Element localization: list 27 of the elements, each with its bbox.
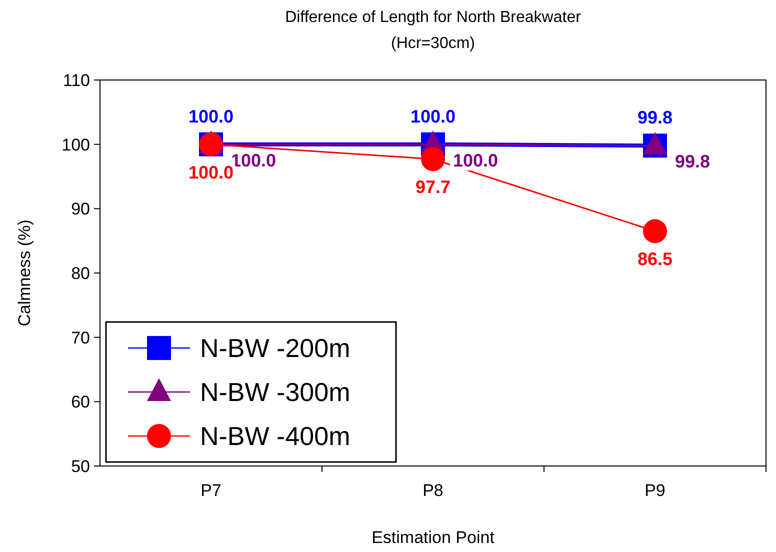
- y-tick-label: 80: [71, 264, 90, 283]
- data-label: 97.7: [415, 177, 451, 198]
- legend-label: N-BW -400m: [200, 421, 350, 451]
- data-label: 86.5: [637, 249, 673, 270]
- legend-label: N-BW -300m: [200, 377, 350, 407]
- data-label: 99.8: [637, 108, 673, 128]
- x-tick-label: P8: [422, 481, 444, 500]
- point: [421, 147, 445, 172]
- y-tick-label: 110: [62, 71, 90, 90]
- data-label: 100.0: [453, 150, 498, 170]
- x-axis-title: Estimation Point: [372, 528, 495, 547]
- data-label: 99.8: [675, 152, 710, 172]
- chart-subtitle: (Hcr=30cm): [390, 35, 476, 52]
- y-axis-title: Calmness (%): [15, 220, 34, 326]
- data-label: 100.0: [188, 106, 234, 126]
- x-tick-label: P7: [200, 481, 222, 500]
- point: [643, 219, 667, 244]
- y-tick-label: 70: [71, 328, 90, 348]
- x-tick-label: P9: [644, 481, 666, 500]
- data-label: 100.0: [410, 106, 456, 126]
- y-tick-label: 90: [71, 200, 90, 219]
- y-tick-label: 100: [62, 135, 90, 154]
- y-tick-label: 50: [71, 457, 90, 476]
- chart-title: Difference of Length for North Breakwater: [285, 9, 582, 26]
- legend-label: N-BW -200m: [200, 333, 350, 363]
- data-label: 100.0: [188, 162, 234, 182]
- y-tick-label: 60: [71, 392, 90, 412]
